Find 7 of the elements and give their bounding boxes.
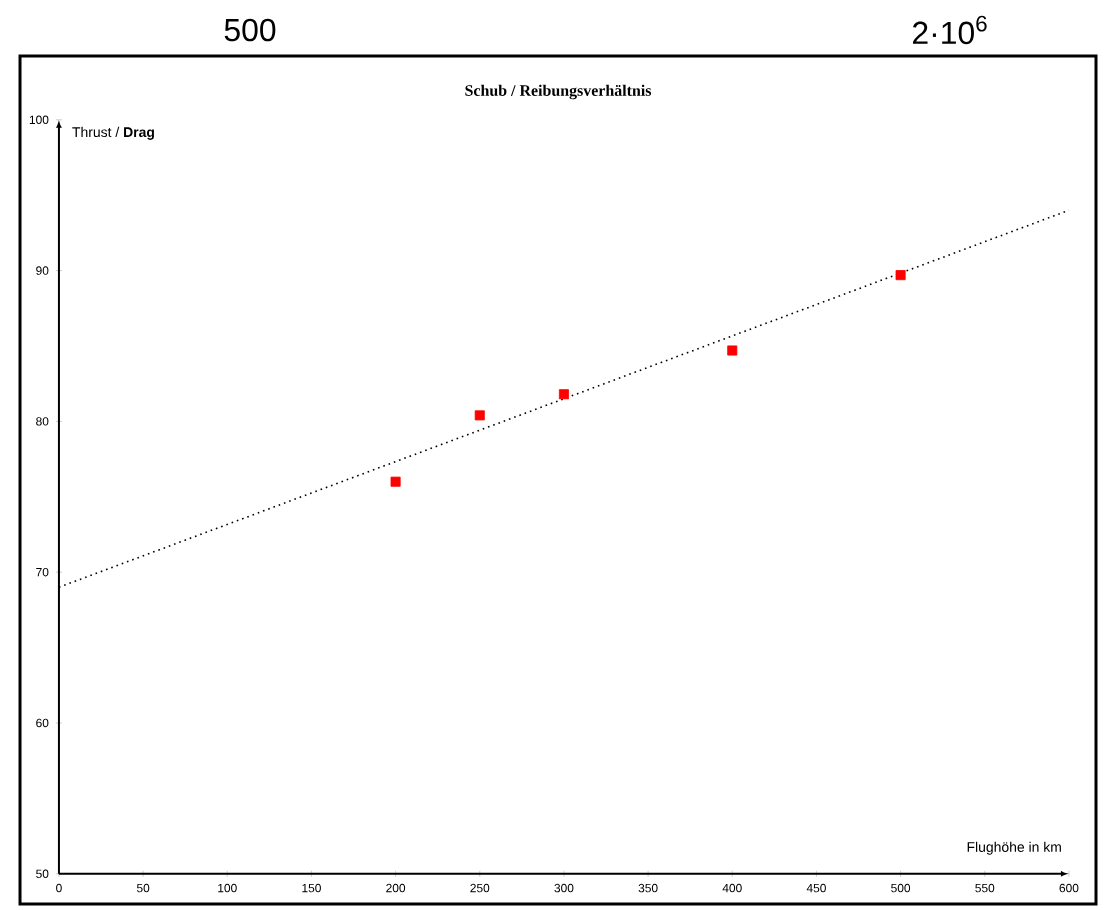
point bbox=[727, 345, 738, 356]
text: 500 bbox=[224, 18, 276, 42]
point bbox=[474, 410, 485, 421]
point bbox=[558, 389, 569, 400]
text: 2·10$^{6}$ bbox=[912, 15, 987, 45]
point bbox=[390, 476, 401, 487]
point bbox=[895, 270, 906, 281]
